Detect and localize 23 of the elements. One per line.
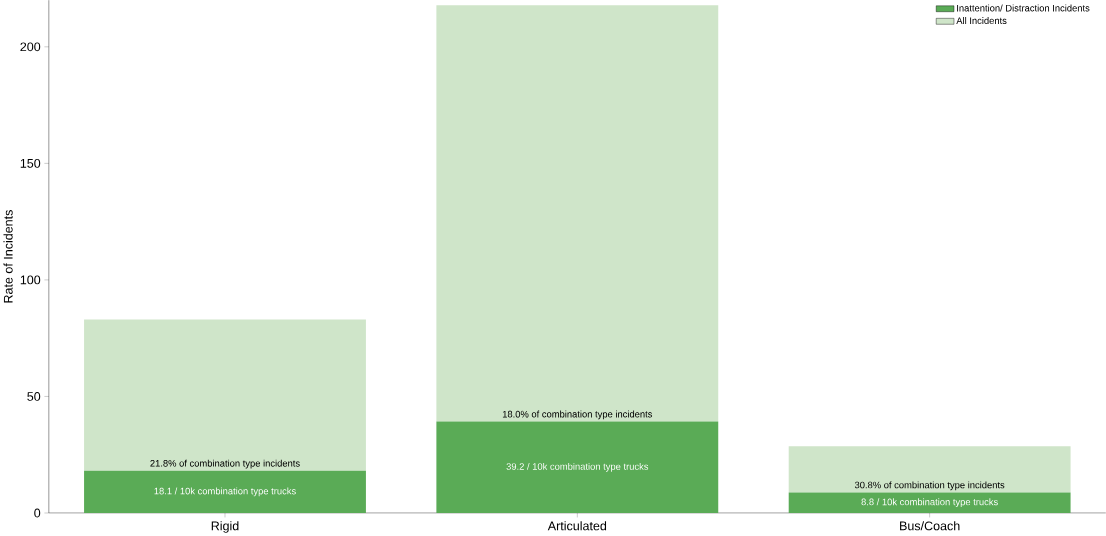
annotation: 18.0% of combination type incidents — [502, 410, 653, 420]
y-tick-label: 100 — [20, 275, 41, 285]
y-tick-label: 0 — [34, 508, 41, 518]
data-label: 18.1 / 10k combination type trucks — [154, 487, 296, 497]
y-tick-label: 50 — [27, 391, 41, 401]
legend-label: Inattention/ Distraction Incidents — [957, 4, 1090, 12]
bar — [436, 421, 719, 513]
x-tick-label: Bus/Coach — [900, 521, 960, 531]
y-axis-title: Rate of Incidents — [3, 210, 13, 303]
bar — [84, 319, 366, 471]
y-tick-label: 150 — [20, 158, 41, 168]
bar — [436, 5, 719, 422]
bar — [788, 492, 1071, 513]
y-tick-label: 200 — [20, 42, 41, 52]
bar — [788, 446, 1071, 493]
annotation: 21.8% of combination type incidents — [150, 459, 300, 469]
x-tick-label: Articulated — [547, 521, 607, 531]
data-label: 8.8 / 10k combination type trucks — [861, 498, 998, 507]
bar — [84, 470, 366, 513]
data-label: 39.2 / 10k combination type trucks — [506, 462, 649, 472]
legend-label: All Incidents — [956, 16, 1007, 24]
annotation: 30.8% of combination type incidents — [854, 481, 1005, 491]
x-tick-label: Rigid — [211, 521, 239, 533]
